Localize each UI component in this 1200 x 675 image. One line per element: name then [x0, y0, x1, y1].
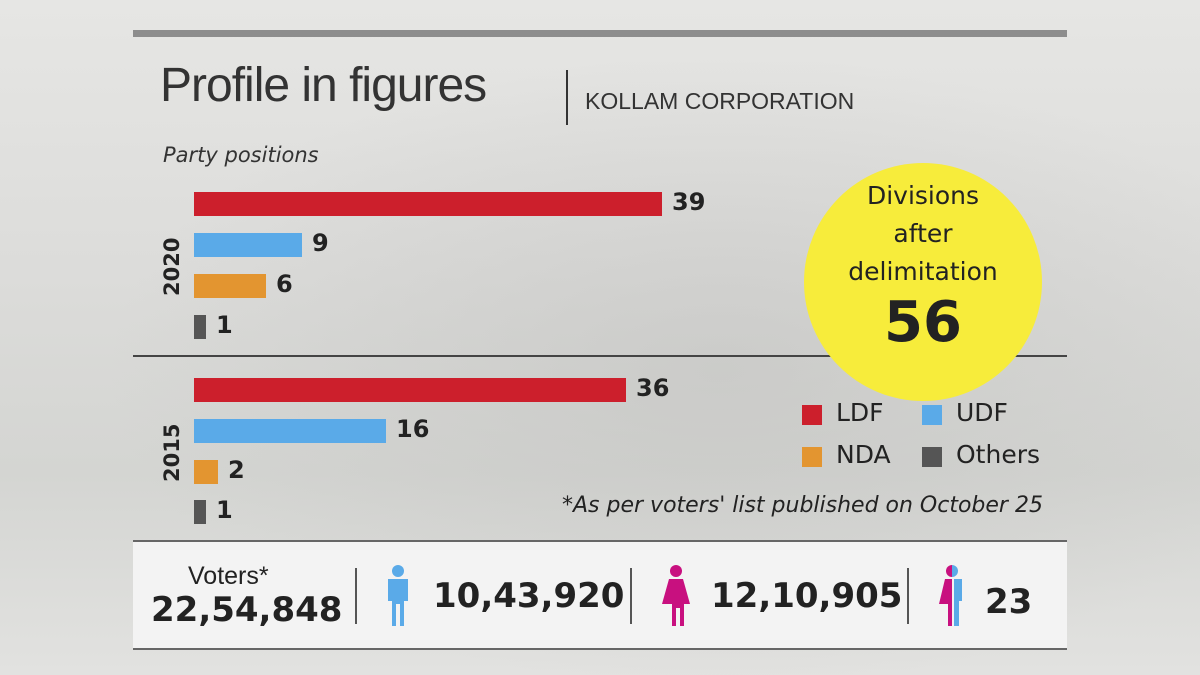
separator: [907, 568, 909, 624]
bar-2020-others: [194, 315, 206, 339]
legend-swatch-ldf: [802, 405, 822, 425]
bar-2015-udf: [194, 419, 386, 443]
bar-value-label: 6: [276, 270, 293, 298]
title-separator: [566, 70, 568, 125]
year-label-2015: 2015: [160, 423, 184, 482]
year-divider: [133, 355, 1067, 357]
callout-line: after: [893, 219, 953, 248]
page-subtitle: KOLLAM CORPORATION: [585, 88, 855, 114]
transgender-voters: 23: [985, 582, 1033, 622]
bar-2020-ldf: [194, 192, 662, 216]
divisions-callout: Divisions after delimitation 56: [804, 163, 1042, 401]
legend-swatch-others: [922, 447, 942, 467]
legend-swatch-nda: [802, 447, 822, 467]
legend-nda: NDA: [836, 440, 891, 469]
page-title: Profile in figures: [160, 59, 487, 112]
bar-value-label: 39: [672, 188, 706, 216]
year-label-2020: 2020: [160, 237, 184, 296]
bar-2015-others: [194, 500, 206, 524]
male-icon: [388, 565, 408, 626]
callout-line: delimitation: [848, 257, 998, 286]
legend-others: Others: [956, 440, 1041, 469]
callout-value: 56: [884, 290, 962, 355]
voters-label: Voters*: [188, 562, 269, 590]
female-icon: [662, 565, 690, 626]
top-rule: [133, 30, 1067, 37]
transgender-icon: [939, 565, 962, 626]
bar-2020-udf: [194, 233, 302, 257]
legend-ldf: LDF: [836, 398, 884, 427]
bar-2015-ldf: [194, 378, 626, 402]
legend-udf: UDF: [956, 398, 1008, 427]
bar-value-label: 1: [216, 311, 233, 339]
bar-2020-nda: [194, 274, 266, 298]
male-voters: 10,43,920: [433, 576, 625, 616]
legend-swatch-udf: [922, 405, 942, 425]
bar-2015-nda: [194, 460, 218, 484]
female-voters: 12,10,905: [711, 576, 903, 616]
separator: [630, 568, 632, 624]
callout-line: Divisions: [866, 181, 980, 210]
bar-value-label: 16: [396, 415, 430, 443]
voters-panel: Voters* 22,54,848 10,43,920 12,10,905 23: [133, 540, 1067, 650]
bar-value-label: 36: [636, 374, 670, 402]
bar-value-label: 2: [228, 456, 245, 484]
bar-value-label: 1: [216, 496, 233, 524]
separator: [355, 568, 357, 624]
footnote: *As per voters' list published on Octobe…: [562, 493, 1043, 518]
voters-total: 22,54,848: [151, 590, 343, 630]
bar-value-label: 9: [312, 229, 329, 257]
chart-title: Party positions: [163, 143, 319, 167]
